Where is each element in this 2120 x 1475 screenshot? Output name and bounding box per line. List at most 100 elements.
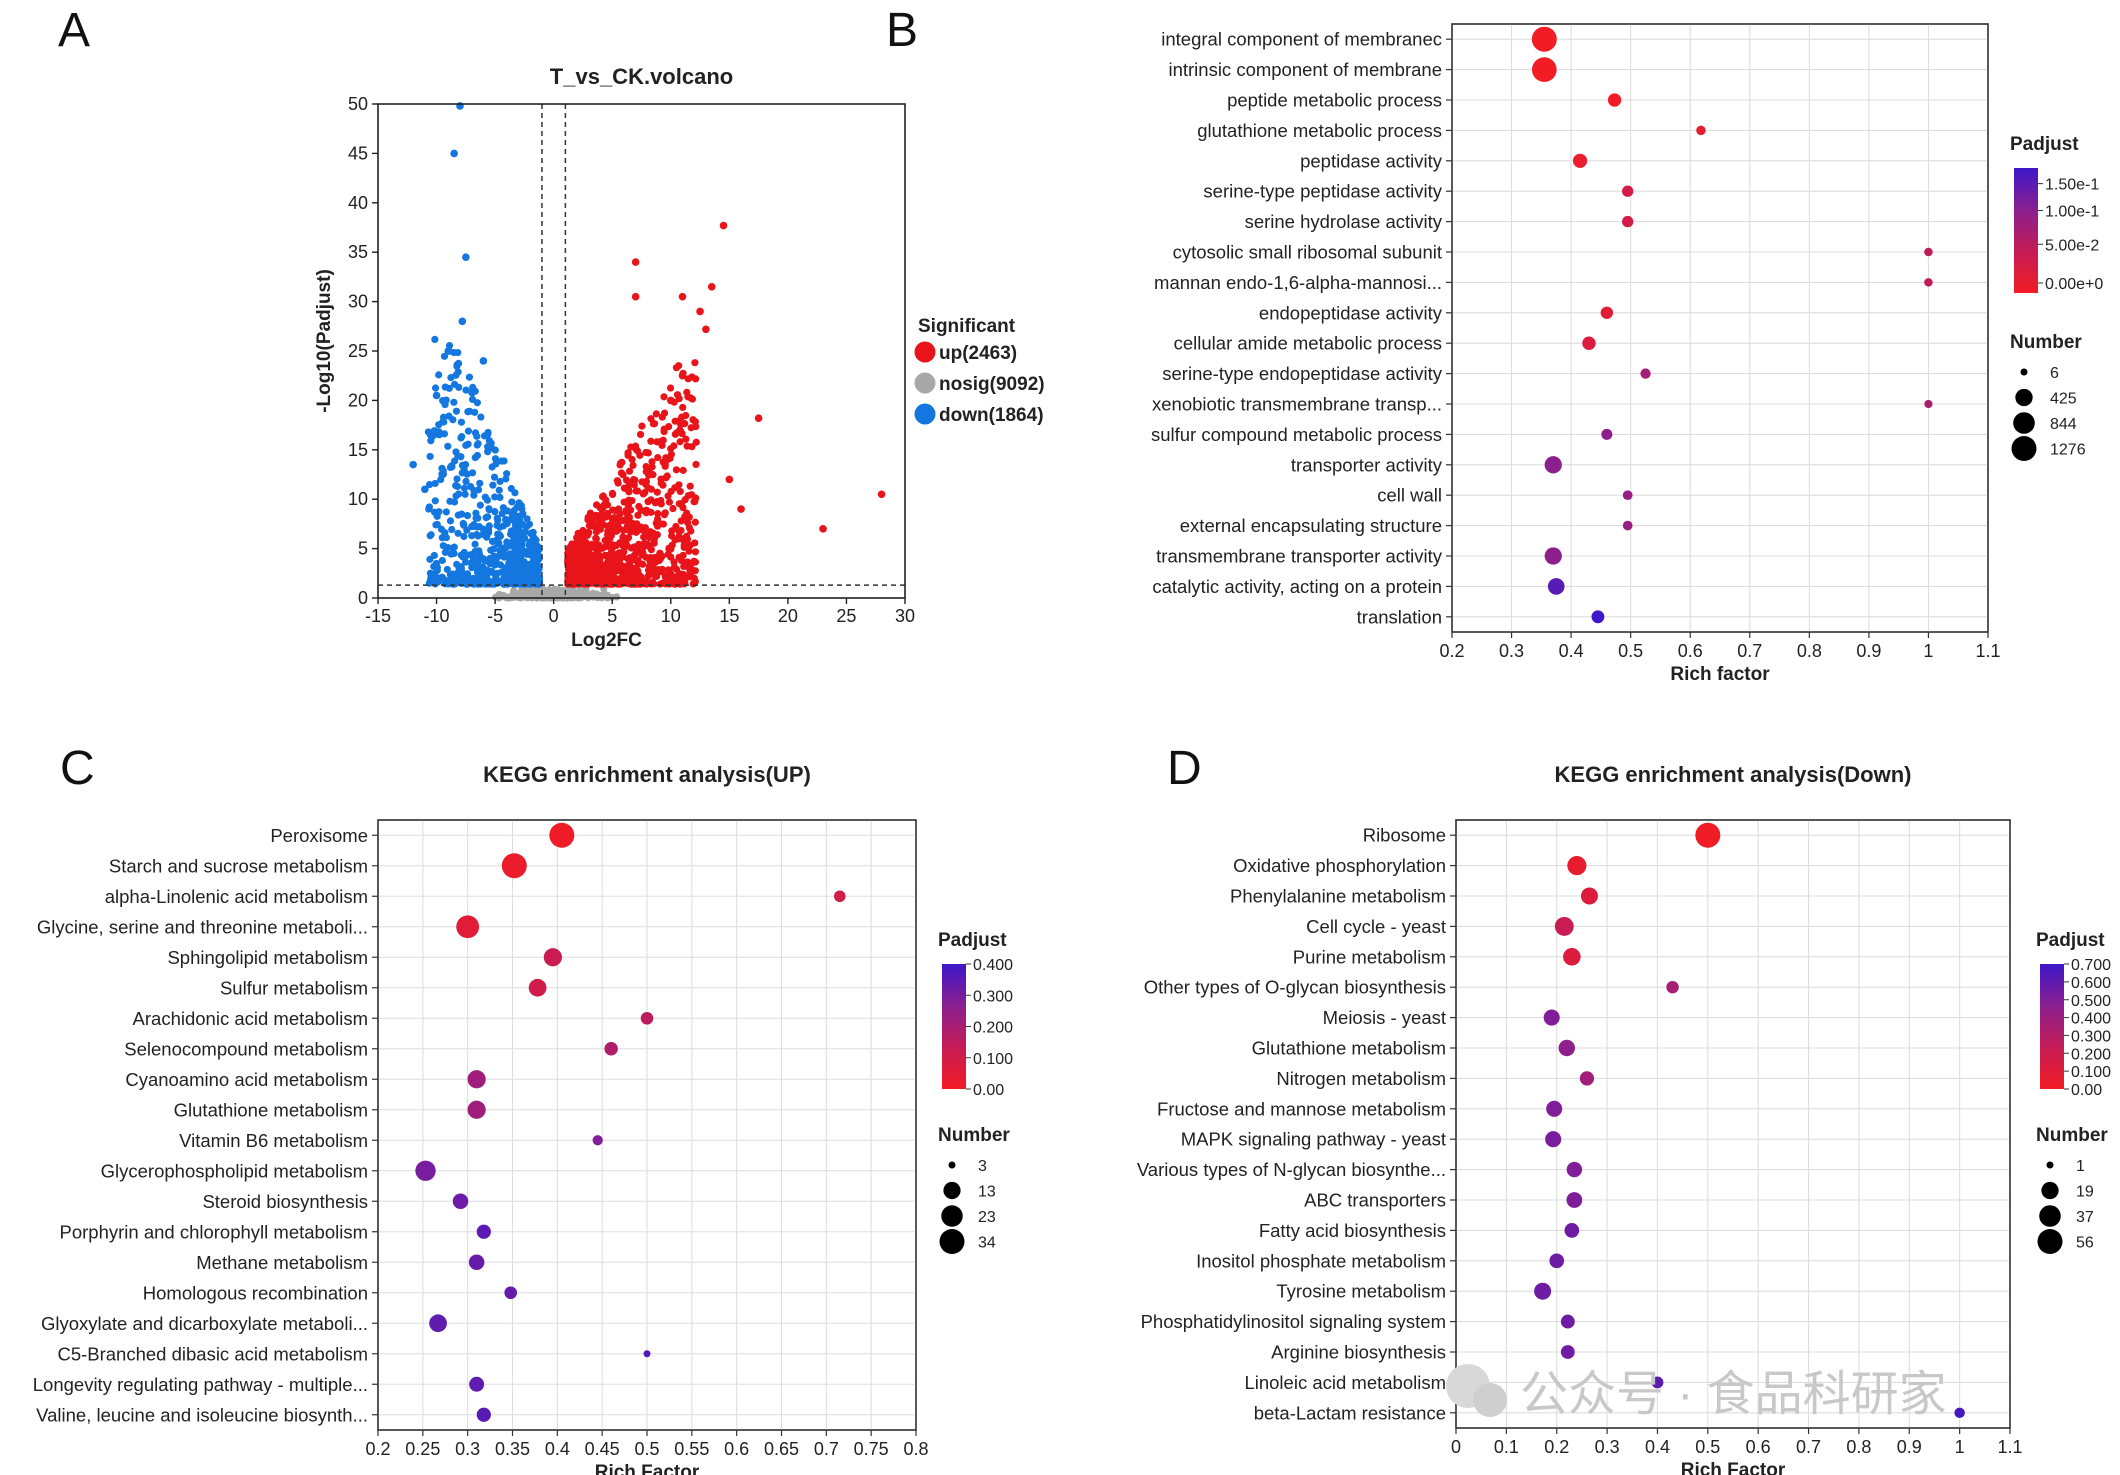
down-point — [491, 493, 499, 501]
down-point — [431, 335, 439, 344]
term-label: integral component of membranec — [1161, 29, 1442, 50]
data-bubble — [1601, 428, 1613, 440]
up-point — [643, 531, 652, 539]
up-point — [676, 427, 685, 435]
term-label: serine-type endopeptidase activity — [1162, 363, 1442, 384]
up-point — [617, 469, 626, 477]
down-point — [503, 519, 511, 528]
x-tick-label: 0.55 — [674, 1439, 709, 1459]
plot-frame — [1451, 23, 1989, 633]
data-bubble — [1560, 1345, 1575, 1359]
nosig-point — [589, 589, 597, 597]
number-legend-label: 34 — [978, 1235, 996, 1252]
x-tick-label: 0.8 — [903, 1439, 928, 1459]
up-point — [608, 490, 617, 499]
up-point — [632, 487, 640, 495]
up-point — [632, 528, 640, 536]
data-bubble — [640, 1011, 654, 1025]
down-point — [508, 498, 516, 506]
down-point — [473, 441, 481, 449]
term-label: Glutathione metabolism — [1252, 1038, 1446, 1059]
down-point — [425, 503, 433, 511]
data-bubble — [1600, 306, 1614, 319]
up-point — [614, 580, 622, 588]
up-point — [608, 562, 617, 570]
up-point — [647, 496, 655, 504]
down-point — [491, 446, 499, 454]
up-point — [618, 458, 626, 466]
up-point — [675, 532, 683, 541]
padjust-colorbar — [2040, 964, 2064, 1089]
down-point — [518, 505, 526, 513]
data-bubble — [1924, 247, 1933, 257]
data-bubble — [592, 1135, 603, 1146]
down-point — [515, 563, 524, 572]
term-label: Cyanoamino acid metabolism — [125, 1069, 368, 1090]
x-tick-label: 0.9 — [1897, 1437, 1922, 1457]
down-point — [449, 416, 457, 424]
down-point — [495, 486, 503, 494]
up-point — [691, 558, 700, 566]
down-point — [530, 559, 538, 567]
nosig-point — [495, 590, 503, 599]
up-point — [599, 514, 607, 522]
up-point — [624, 555, 632, 563]
x-tick-label: 0.7 — [814, 1439, 839, 1459]
up-point — [604, 527, 612, 535]
term-label: intrinsic component of membrane — [1168, 59, 1442, 80]
up-point — [648, 458, 656, 466]
term-label: cell wall — [1377, 485, 1442, 506]
down-point — [467, 482, 475, 491]
up-point — [611, 568, 619, 576]
up-point — [584, 545, 592, 553]
up-point — [585, 512, 593, 521]
down-point — [486, 560, 494, 568]
up-point — [692, 375, 700, 383]
volcano-plot: T_vs_CK.volcano -15 -10 -5 0 5 10 15 20 25 30 0 5 10 1… — [314, 64, 1045, 651]
up-point — [669, 504, 677, 513]
down-point — [453, 475, 461, 483]
padjust-colorbar — [2014, 168, 2038, 293]
down-point — [427, 574, 435, 582]
number-legend: Number 6 425 844 1276 — [2010, 332, 2086, 461]
up-point — [636, 430, 645, 439]
x-tick-label: 0 — [549, 606, 559, 626]
up-point — [707, 282, 716, 291]
up-point — [683, 509, 691, 517]
term-label: Glycine, serine and threonine metaboli..… — [37, 916, 368, 937]
up-point — [691, 518, 699, 526]
up-point — [634, 556, 642, 564]
down-point — [438, 556, 446, 565]
x-tick-label: 0.5 — [634, 1439, 659, 1459]
down-point — [490, 570, 499, 578]
up-point — [633, 580, 641, 588]
up-point — [682, 532, 691, 540]
nosig-point — [547, 590, 556, 598]
y-tick-label: 5 — [358, 539, 368, 559]
down-point — [512, 577, 520, 585]
up-point — [588, 556, 596, 564]
down-point — [494, 530, 502, 538]
term-label: cytosolic small ribosomal subunit — [1173, 242, 1442, 263]
up-point — [663, 472, 671, 480]
down-point — [496, 493, 504, 502]
down-point — [434, 574, 442, 582]
up-point — [660, 511, 669, 519]
down-point — [491, 508, 499, 516]
up-point — [657, 475, 665, 483]
up-point — [600, 575, 609, 583]
number-legend-marker — [948, 1161, 956, 1169]
up-point — [691, 539, 699, 547]
down-point — [488, 537, 497, 546]
number-legend-marker — [2013, 412, 2035, 434]
down-point — [468, 558, 476, 567]
up-point — [683, 388, 691, 396]
down-point — [486, 580, 494, 588]
data-bubble — [1543, 1009, 1560, 1026]
up-point — [585, 522, 594, 530]
watermark: 公众号 · 食品科研家 — [1446, 1364, 1947, 1421]
down-point — [501, 551, 509, 559]
term-label: Other types of O-glycan biosynthesis — [1144, 977, 1446, 998]
data-bubble — [1622, 185, 1634, 197]
down-point — [454, 359, 463, 367]
